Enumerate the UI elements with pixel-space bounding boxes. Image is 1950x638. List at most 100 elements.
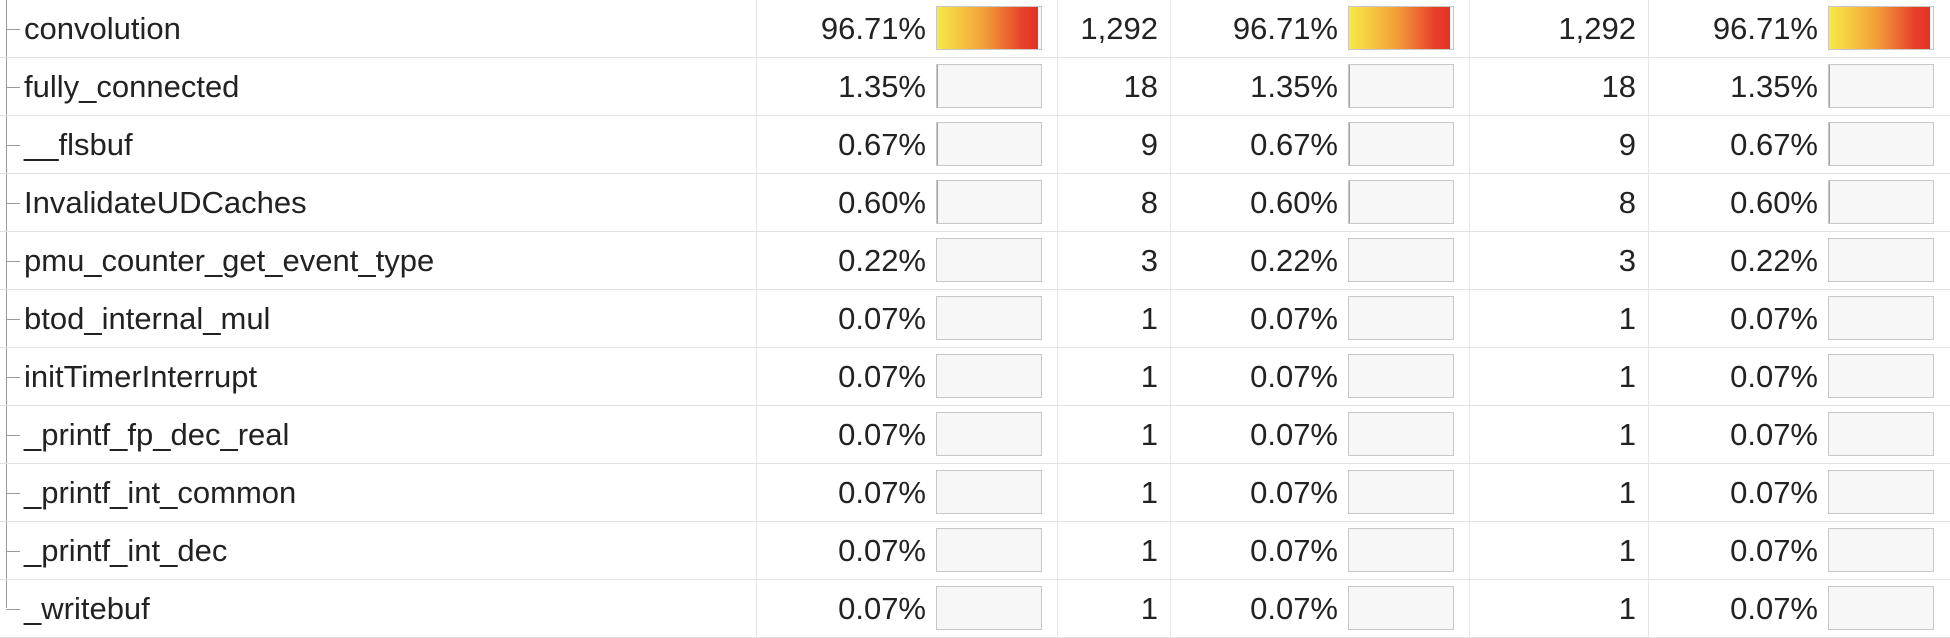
tree-branch-line <box>6 261 20 262</box>
column-divider <box>756 0 757 57</box>
table-row[interactable]: _printf_int_dec 0.07% 1 0.07% 1 0.07% <box>0 522 1950 580</box>
column-divider <box>1170 406 1171 463</box>
total-percent: 1.35% <box>1730 69 1818 104</box>
table-row[interactable]: convolution 96.71% 1,292 96.71% 1,292 96.71% <box>0 0 1950 58</box>
tree-branch-line <box>6 493 20 494</box>
tree-connector-line <box>6 522 7 579</box>
column-divider <box>756 580 757 637</box>
column-divider <box>756 464 757 521</box>
table-row[interactable]: InvalidateUDCaches 0.60% 8 0.60% 8 0.60% <box>0 174 1950 232</box>
function-name: _printf_int_dec <box>24 533 228 568</box>
sample-percent-bar <box>1348 296 1454 340</box>
self-percent: 0.07% <box>838 359 926 394</box>
total-count: 1 <box>1618 533 1636 568</box>
table-row[interactable]: initTimerInterrupt 0.07% 1 0.07% 1 0.07% <box>0 348 1950 406</box>
total-count: 1 <box>1618 417 1636 452</box>
column-divider <box>1170 232 1171 289</box>
self-percent: 0.22% <box>838 243 926 278</box>
total-percent: 0.07% <box>1730 301 1818 336</box>
total-count: 8 <box>1618 185 1636 220</box>
total-percent: 0.22% <box>1730 243 1818 278</box>
sample-count: 1 <box>1140 475 1158 510</box>
sample-percent-bar <box>1348 64 1454 108</box>
table-row[interactable]: _printf_int_common 0.07% 1 0.07% 1 0.07% <box>0 464 1950 522</box>
total-percent: 0.67% <box>1730 127 1818 162</box>
self-percent: 0.60% <box>838 185 926 220</box>
total-percent: 96.71% <box>1712 11 1818 46</box>
column-divider <box>1469 580 1470 637</box>
column-divider <box>756 174 757 231</box>
sample-percent: 0.07% <box>1250 301 1338 336</box>
tree-connector-line <box>6 58 7 115</box>
function-name: pmu_counter_get_event_type <box>24 243 435 278</box>
column-divider <box>1170 464 1171 521</box>
column-divider <box>756 406 757 463</box>
column-divider <box>1469 348 1470 405</box>
column-divider <box>1648 522 1649 579</box>
column-divider <box>1057 58 1058 115</box>
self-percent-bar <box>936 412 1042 456</box>
function-name: _printf_int_common <box>24 475 297 510</box>
sample-count: 1 <box>1140 417 1158 452</box>
tree-branch-line <box>6 203 20 204</box>
column-divider <box>1170 580 1171 637</box>
tree-branch-line <box>6 145 20 146</box>
self-percent: 0.07% <box>838 591 926 626</box>
column-divider <box>1170 348 1171 405</box>
column-divider <box>1469 522 1470 579</box>
column-divider <box>1648 174 1649 231</box>
total-percent-bar <box>1828 122 1934 166</box>
tree-connector-line <box>6 174 7 231</box>
tree-connector-line <box>6 348 7 405</box>
column-divider <box>1648 348 1649 405</box>
table-row[interactable]: fully_connected 1.35% 18 1.35% 18 1.35% <box>0 58 1950 116</box>
sample-count: 1 <box>1140 301 1158 336</box>
percent-bar-fill <box>1349 65 1351 107</box>
column-divider <box>1057 464 1058 521</box>
column-divider <box>1469 116 1470 173</box>
tree-connector-line <box>6 290 7 347</box>
tree-connector-line <box>6 232 7 289</box>
self-percent: 0.07% <box>838 475 926 510</box>
table-row[interactable]: pmu_counter_get_event_type 0.22% 3 0.22% 3 0.… <box>0 232 1950 290</box>
sample-percent: 0.07% <box>1250 417 1338 452</box>
table-row[interactable]: btod_internal_mul 0.07% 1 0.07% 1 0.07% <box>0 290 1950 348</box>
table-row[interactable]: _printf_fp_dec_real 0.07% 1 0.07% 1 0.07% <box>0 406 1950 464</box>
self-percent: 0.07% <box>838 301 926 336</box>
sample-count: 3 <box>1140 243 1158 278</box>
total-percent-bar <box>1828 586 1934 630</box>
column-divider <box>756 348 757 405</box>
column-divider <box>1469 232 1470 289</box>
sample-percent: 0.07% <box>1250 591 1338 626</box>
total-percent-bar <box>1828 354 1934 398</box>
tree-connector-line <box>6 580 7 608</box>
function-name: _printf_fp_dec_real <box>24 417 290 452</box>
sample-percent: 0.07% <box>1250 359 1338 394</box>
table-row[interactable]: _writebuf 0.07% 1 0.07% 1 0.07% <box>0 580 1950 638</box>
column-divider <box>1469 406 1470 463</box>
total-percent-bar <box>1828 64 1934 108</box>
percent-bar-fill <box>937 181 938 223</box>
column-divider <box>1057 174 1058 231</box>
total-count: 9 <box>1618 127 1636 162</box>
column-divider <box>1648 58 1649 115</box>
tree-branch-line <box>6 551 20 552</box>
column-divider <box>1170 58 1171 115</box>
column-divider <box>1648 406 1649 463</box>
column-divider <box>1469 290 1470 347</box>
column-divider <box>756 290 757 347</box>
table-row[interactable]: __flsbuf 0.67% 9 0.67% 9 0.67% <box>0 116 1950 174</box>
self-percent-bar <box>936 586 1042 630</box>
percent-bar-fill <box>1829 65 1831 107</box>
column-divider <box>756 58 757 115</box>
sample-count: 8 <box>1140 185 1158 220</box>
column-divider <box>1057 580 1058 637</box>
sample-count: 1 <box>1140 591 1158 626</box>
sample-percent-bar <box>1348 470 1454 514</box>
column-divider <box>1648 0 1649 57</box>
total-percent-bar <box>1828 6 1934 50</box>
total-percent: 0.07% <box>1730 533 1818 568</box>
function-name: initTimerInterrupt <box>24 359 258 394</box>
percent-bar-fill <box>937 123 938 165</box>
